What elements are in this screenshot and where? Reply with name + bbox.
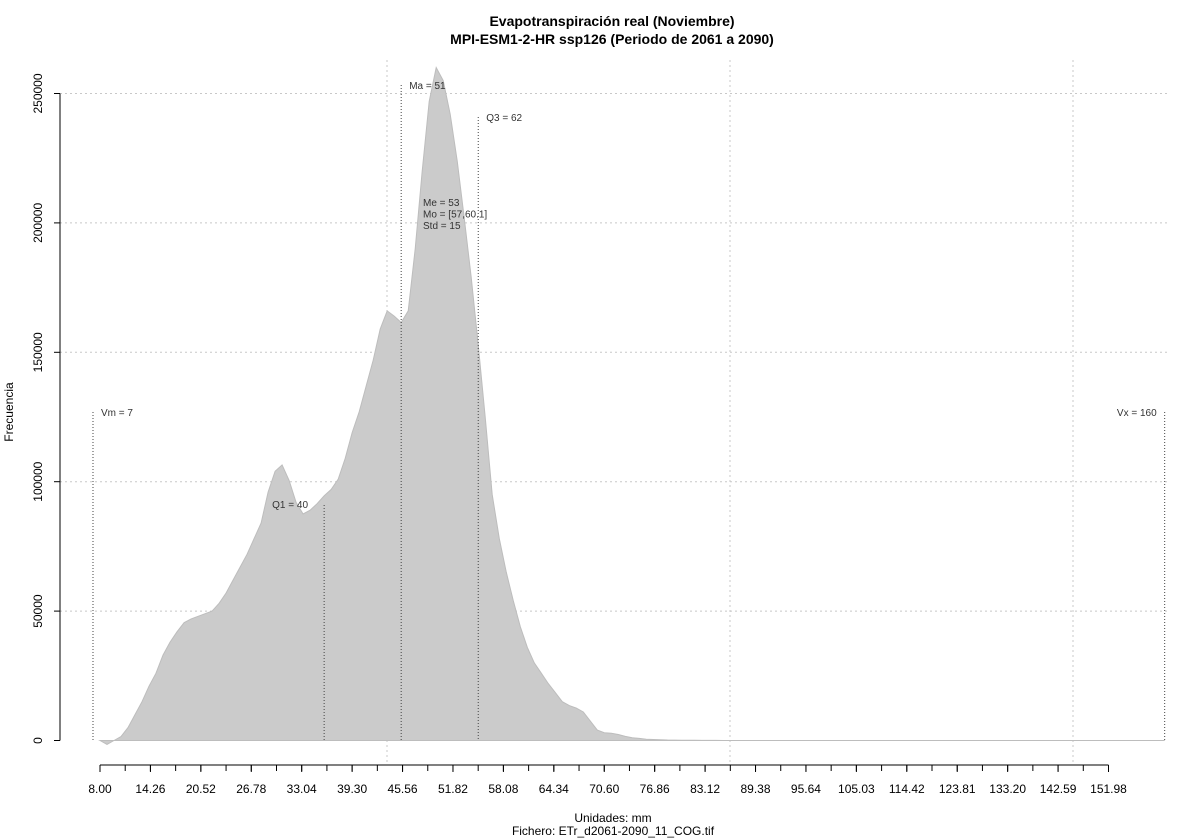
stat-annotations: Vm = 7 Q1 = 40 Ma = 51 Q3 = 62 Vx = 160: [101, 81, 1157, 511]
x-tick-label-12: 83.12: [690, 782, 720, 796]
x-tick-label-1: 14.26: [135, 782, 165, 796]
y-tick-label-3: 150000: [31, 332, 45, 372]
y-tick-label-0: 0: [31, 737, 45, 744]
x-tick-label-17: 123.81: [939, 782, 976, 796]
stat-text-1: Mo = [57,60.1]: [423, 210, 487, 221]
x-tick-label-6: 45.56: [388, 782, 418, 796]
x-tick-label-10: 70.60: [589, 782, 619, 796]
x-tick-label-13: 89.38: [741, 782, 771, 796]
y-axis-label: Frecuencia: [2, 382, 16, 442]
footer-filename: Fichero: ETr_d2061-2090_11_COG.tif: [512, 824, 715, 838]
stat-label-0: Vm = 7: [101, 408, 133, 419]
axes: 0 50000 100000 150000 200000 250000 8.00 14.26 2…: [31, 73, 1127, 796]
x-tick-label-0: 8.00: [88, 782, 112, 796]
x-tick-label-20: 151.98: [1090, 782, 1127, 796]
density-area: [98, 66, 1165, 745]
stat-text-2: Std = 15: [423, 221, 461, 232]
x-tick-label-14: 95.64: [791, 782, 821, 796]
x-tick-label-15: 105.03: [838, 782, 875, 796]
grid-lines: [60, 60, 1170, 765]
chart-subtitle: MPI-ESM1-2-HR ssp126 (Periodo de 2061 a …: [450, 31, 774, 47]
x-tick-label-2: 20.52: [186, 782, 216, 796]
x-tick-label-5: 39.30: [337, 782, 367, 796]
x-tick-label-3: 26.78: [236, 782, 266, 796]
x-tick-label-7: 51.82: [438, 782, 468, 796]
density-area-path: [98, 66, 1165, 745]
x-tick-label-18: 133.20: [989, 782, 1026, 796]
stat-label-4: Vx = 160: [1117, 408, 1157, 419]
x-tick-label-16: 114.42: [889, 782, 925, 796]
y-tick-label-1: 50000: [31, 594, 45, 628]
x-tick-label-4: 33.04: [287, 782, 317, 796]
x-axis-label: Unidades: mm: [574, 811, 651, 825]
x-tick-label-11: 76.86: [640, 782, 670, 796]
stat-label-3: Q3 = 62: [486, 113, 522, 124]
stat-text-0: Me = 53: [423, 198, 460, 209]
chart-title: Evapotranspiración real (Noviembre): [489, 13, 734, 29]
stat-label-2: Ma = 51: [409, 81, 446, 92]
y-tick-label-4: 200000: [31, 203, 45, 243]
x-tick-label-9: 64.34: [539, 782, 569, 796]
stat-lines: [92, 85, 1166, 740]
y-tick-label-5: 250000: [31, 73, 45, 113]
y-tick-label-2: 100000: [31, 461, 45, 501]
x-tick-label-19: 142.59: [1040, 782, 1077, 796]
x-tick-label-8: 58.08: [488, 782, 518, 796]
stat-label-1: Q1 = 40: [272, 500, 308, 511]
